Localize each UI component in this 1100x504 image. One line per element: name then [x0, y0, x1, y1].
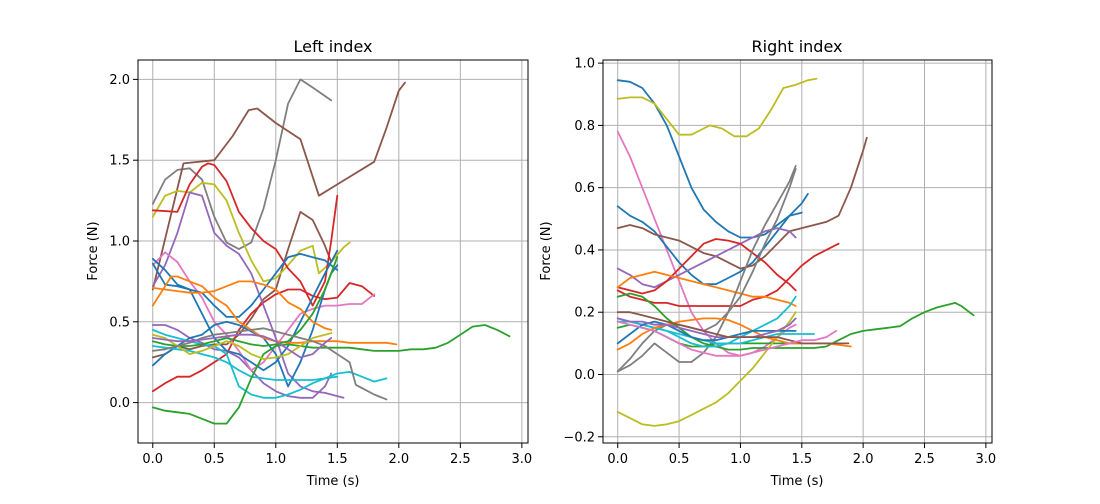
left-index-y-tick-label: 2.0: [109, 73, 130, 88]
left-index-series-line-19: [151, 332, 333, 360]
left-index-series-line-4: [151, 181, 351, 283]
right-index-series-line-14: [616, 311, 797, 427]
left-index-series-line-18: [151, 256, 339, 347]
right-index-series-line-2: [616, 77, 818, 138]
right-index-y-axis: −0.2 0.0 0.2 0.4 0.6 0.8 1.0: [563, 57, 603, 445]
left-index-series-line-6: [151, 282, 376, 393]
left-index-series-group: [151, 78, 511, 425]
left-index-axes-frame: [137, 59, 529, 444]
left-index-x-axis: 0.0 0.5 1.0 1.5 2.0 2.5 3.0: [142, 443, 532, 467]
right-index-series-group: [616, 77, 975, 427]
right-index-axes-frame: [602, 59, 993, 444]
left-index-plot: Left index 0.0 0.5 1.0 1.5 2.0 2.5 3.0 0.0 0.5 1…: [86, 37, 532, 489]
left-index-y-axis: 0.0 0.5 1.0 1.5 2.0: [109, 73, 138, 411]
left-index-series-line-21: [151, 333, 333, 359]
right-index-series-line-19: [616, 317, 797, 339]
left-index-x-tick-label: 1.5: [327, 452, 348, 467]
right-index-x-tick-label: 2.0: [853, 452, 874, 467]
right-index-series-line-8: [616, 238, 797, 295]
right-index-y-tick-label: 0.4: [574, 243, 595, 258]
left-index-x-tick-label: 1.0: [265, 452, 286, 467]
left-index-series-line-8: [151, 324, 333, 399]
right-index-y-tick-label: 0.8: [574, 119, 595, 134]
right-index-series-line-16: [616, 320, 815, 345]
right-index-series-line-4: [616, 192, 809, 286]
right-index-x-tick-label: 1.0: [730, 452, 751, 467]
left-index-y-tick-label: 1.5: [109, 154, 130, 169]
left-index-x-tick-label: 3.0: [512, 452, 533, 467]
left-index-series-line-14: [151, 280, 333, 331]
left-index-x-tick-label: 2.5: [450, 452, 471, 467]
right-index-x-axis: 0.0 0.5 1.0 1.5 2.0 2.5 3.0: [607, 443, 996, 467]
right-index-x-tick-label: 2.5: [914, 452, 935, 467]
right-index-series-line-21: [616, 320, 838, 357]
left-index-title: Left index: [294, 37, 373, 56]
right-index-x-tick-label: 0.0: [607, 452, 628, 467]
right-index-series-line-11: [616, 168, 797, 373]
left-index-series-line-17: [151, 324, 511, 425]
left-index-x-tick-label: 0.0: [142, 452, 163, 467]
right-index-x-tick-label: 0.5: [669, 452, 690, 467]
left-index-series-line-7: [151, 191, 345, 399]
left-index-series-line-11: [151, 252, 339, 318]
left-index-x-tick-label: 0.5: [204, 452, 225, 467]
right-index-x-tick-label: 3.0: [976, 452, 997, 467]
left-index-y-tick-label: 1.0: [109, 234, 130, 249]
right-index-series-line-20: [616, 311, 850, 345]
right-index-grid: [603, 60, 992, 443]
left-index-y-tick-label: 0.0: [109, 396, 130, 411]
right-index-x-axis-label: Time (s): [770, 474, 824, 489]
left-index-grid: [138, 60, 528, 443]
right-index-y-tick-label: 0.0: [574, 368, 595, 383]
right-index-y-tick-label: −0.2: [563, 430, 595, 445]
left-index-y-axis-label: Force (N): [86, 221, 101, 280]
right-index-title: Right index: [752, 37, 843, 56]
left-index-x-tick-label: 2.0: [388, 452, 409, 467]
right-index-series-line-7: [616, 242, 840, 307]
right-index-plot: Right index 0.0 0.5 1.0 1.5 2.0 2.5 3.0 −0.2 0.…: [539, 37, 996, 489]
right-index-x-tick-label: 1.5: [791, 452, 812, 467]
left-index-series-line-2: [151, 81, 406, 291]
right-index-y-tick-label: 0.2: [574, 306, 595, 321]
right-index-series-line-3: [616, 130, 797, 357]
right-index-y-tick-label: 0.6: [574, 181, 595, 196]
left-index-y-tick-label: 0.5: [109, 315, 130, 330]
right-index-y-tick-label: 1.0: [574, 57, 595, 72]
right-index-series-line-9: [616, 270, 797, 307]
left-index-x-axis-label: Time (s): [306, 474, 360, 489]
right-index-y-axis-label: Force (N): [539, 221, 554, 280]
